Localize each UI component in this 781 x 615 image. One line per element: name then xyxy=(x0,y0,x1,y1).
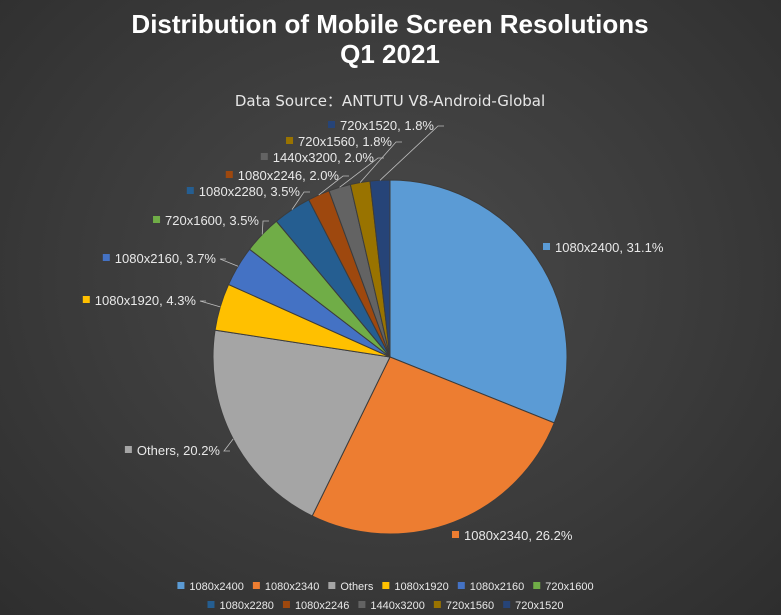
legend-label: 1080x2160 xyxy=(470,581,524,593)
data-label: 1080x2280, 3.5% xyxy=(186,184,301,199)
data-label: 1440x3200, 2.0% xyxy=(260,150,375,165)
data-label-text: 1080x1920, 4.3% xyxy=(95,293,197,308)
data-label-text: 1080x2340, 26.2% xyxy=(464,528,573,543)
data-label-text: 720x1560, 1.8% xyxy=(298,134,392,149)
data-label: 720x1560, 1.8% xyxy=(286,134,392,149)
legend-swatch xyxy=(282,601,290,608)
legend-swatch xyxy=(207,601,215,608)
data-label-marker xyxy=(260,153,268,160)
data-label-text: 1080x2400, 31.1% xyxy=(555,240,664,255)
data-label-text: 1080x2246, 2.0% xyxy=(238,168,340,183)
leader-line xyxy=(199,300,221,308)
legend-label: Others xyxy=(340,581,374,593)
data-labels: 1080x2400, 31.1% 1080x2340, 26.2% Others, … xyxy=(82,118,664,543)
pie-slice-1080x2400 xyxy=(389,179,568,424)
leader-line xyxy=(223,438,234,452)
legend-swatch xyxy=(252,582,260,589)
data-label-marker xyxy=(124,446,132,453)
data-label-text: 1080x2160, 3.7% xyxy=(115,251,217,266)
legend-swatch xyxy=(177,582,185,589)
data-label: Others, 20.2% xyxy=(124,443,221,458)
data-label-marker xyxy=(153,216,161,223)
data-label-text: Others, 20.2% xyxy=(137,443,221,458)
legend-label: 1080x2280 xyxy=(219,600,273,612)
legend: 1080x2400 1080x2340 Others 1080x1920 1080x21… xyxy=(177,581,594,612)
legend-swatch xyxy=(358,601,366,608)
legend-label: 720x1600 xyxy=(545,581,593,593)
data-label: 1080x2340, 26.2% xyxy=(452,528,573,543)
chart-title-line-1: Distribution of Mobile Screen Resolution… xyxy=(131,9,648,39)
legend-swatch xyxy=(382,582,390,589)
data-label-marker xyxy=(452,531,459,538)
leader-lines xyxy=(199,125,444,452)
leader-line xyxy=(379,125,444,181)
data-label-text: 1080x2280, 3.5% xyxy=(199,184,301,199)
leader-line xyxy=(219,258,239,267)
legend-swatch xyxy=(433,601,441,608)
legend-swatch xyxy=(457,582,465,589)
legend-label: 1080x1920 xyxy=(394,581,448,593)
data-label-marker xyxy=(186,187,194,194)
data-label: 1080x1920, 4.3% xyxy=(82,293,197,308)
data-label-marker xyxy=(82,296,90,303)
data-label-marker xyxy=(225,171,233,178)
pie-slices xyxy=(212,179,568,535)
pie-slice-1080x2340 xyxy=(311,356,555,535)
data-label-marker xyxy=(328,121,336,128)
pie-slice-720x1520 xyxy=(369,179,391,358)
legend-label: 720x1560 xyxy=(446,600,494,612)
legend-label: 1080x2400 xyxy=(189,581,243,593)
data-label-marker xyxy=(286,137,294,144)
data-label: 1080x2160, 3.7% xyxy=(102,251,217,266)
pie-slice-others xyxy=(212,329,391,517)
leader-line xyxy=(261,220,269,235)
data-label-marker xyxy=(543,243,550,250)
data-label: 1080x2246, 2.0% xyxy=(225,168,340,183)
data-label: 1080x2400, 31.1% xyxy=(543,240,664,255)
data-label: 720x1520, 1.8% xyxy=(328,118,434,133)
data-label: 720x1600, 3.5% xyxy=(153,213,259,228)
chart-title-line-2: Q1 2021 xyxy=(340,39,440,69)
data-label-text: 720x1600, 3.5% xyxy=(165,213,259,228)
chart-subtitle: Data Source：ANTUTU V8-Android-Global xyxy=(235,92,545,110)
leader-line xyxy=(359,141,402,183)
legend-swatch xyxy=(328,582,336,589)
legend-label: 1080x2246 xyxy=(295,600,349,612)
data-label-text: 720x1520, 1.8% xyxy=(340,118,434,133)
legend-swatch xyxy=(503,601,511,608)
legend-label: 1080x2340 xyxy=(265,581,319,593)
legend-label: 720x1520 xyxy=(515,600,563,612)
data-label-marker xyxy=(102,254,110,261)
data-label-text: 1440x3200, 2.0% xyxy=(273,150,375,165)
leader-line xyxy=(318,175,349,196)
leader-line xyxy=(291,191,310,210)
legend-label: 1440x3200 xyxy=(370,600,424,612)
legend-swatch xyxy=(533,582,541,589)
